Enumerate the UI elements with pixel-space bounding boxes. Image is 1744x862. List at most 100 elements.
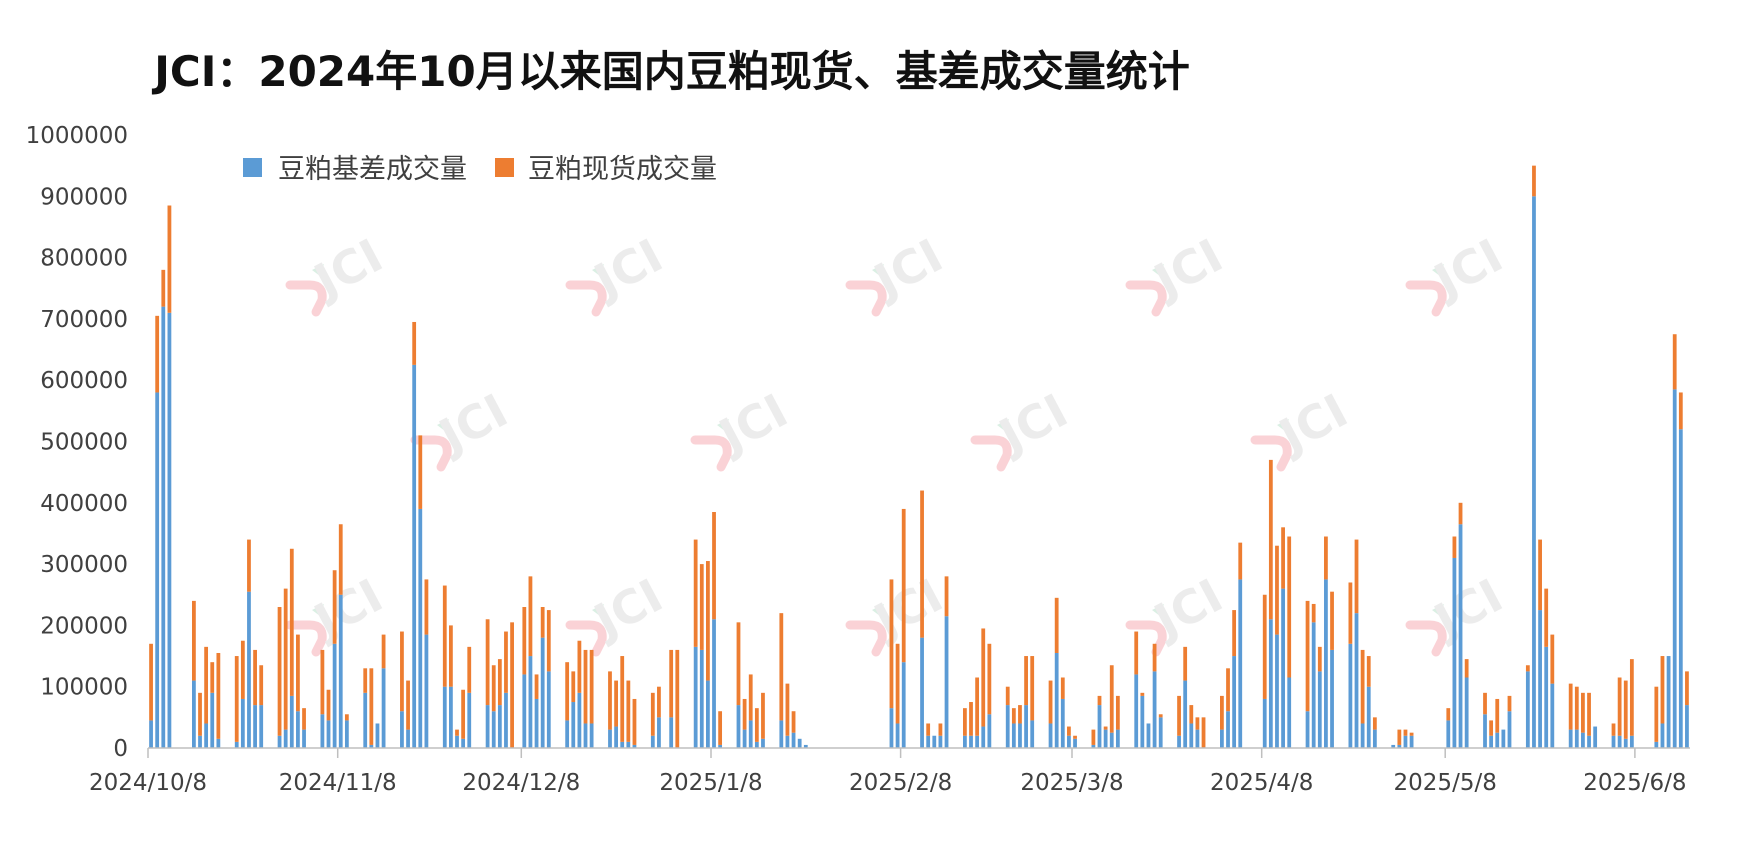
- bar-spot: [338, 524, 343, 595]
- bar-spot: [1152, 643, 1157, 672]
- bar-basis: [1232, 656, 1237, 748]
- bar-basis: [1311, 622, 1316, 748]
- bar-basis: [565, 720, 570, 748]
- watermark-logo-mark: [690, 435, 732, 472]
- watermark: JCI: [690, 383, 796, 472]
- bar-spot: [1305, 600, 1310, 712]
- bar-spot: [1629, 659, 1634, 736]
- bar-spot: [1183, 646, 1188, 681]
- bar-spot: [761, 692, 765, 739]
- bar-spot: [192, 600, 196, 681]
- watermark-logo-mark: [285, 620, 327, 657]
- bar-spot: [1067, 726, 1071, 736]
- bar-basis: [167, 312, 172, 748]
- legend-label-basis: 豆粕基差成交量: [278, 154, 467, 185]
- bar-basis: [363, 692, 368, 748]
- bar-spot: [510, 622, 514, 748]
- bar-basis: [1372, 729, 1377, 748]
- bar-spot: [1054, 597, 1059, 653]
- bar-spot: [1489, 720, 1494, 736]
- x-tick-label: 2025/3/8: [1020, 770, 1123, 796]
- bar-spot: [504, 631, 508, 693]
- bar-basis: [485, 705, 490, 748]
- bar-basis: [785, 735, 790, 748]
- bar-spot: [963, 708, 967, 736]
- bar-spot: [216, 652, 221, 739]
- bar-spot: [981, 628, 986, 727]
- bar-basis: [491, 711, 496, 748]
- bar-basis: [296, 711, 300, 748]
- bar-spot: [296, 634, 300, 712]
- bar-spot: [1220, 695, 1224, 730]
- bar-basis: [1324, 579, 1328, 748]
- bar-spot: [485, 619, 490, 706]
- bar-spot: [449, 625, 453, 687]
- bar-basis: [1005, 705, 1010, 748]
- watermark-logo-mark: [1125, 620, 1167, 657]
- bar-basis: [1391, 744, 1396, 748]
- bar-spot: [1354, 539, 1359, 614]
- chart-title: JCI：2024年10月以来国内豆粕现货、基差成交量统计: [154, 47, 1190, 96]
- bar-basis: [920, 637, 924, 748]
- bar-spot: [1158, 714, 1163, 718]
- watermark-logo-leaf: [717, 419, 729, 431]
- bar-basis: [1446, 720, 1451, 748]
- bar-basis: [344, 720, 349, 748]
- bar-spot: [1097, 695, 1102, 706]
- bar-spot: [161, 269, 166, 307]
- watermark-text: JCI: [583, 568, 671, 649]
- watermark-logo-leaf: [1432, 264, 1444, 276]
- bar-basis: [791, 732, 796, 748]
- y-tick-label: 800000: [40, 246, 128, 272]
- bar-spot: [247, 539, 251, 592]
- bar-basis: [657, 717, 661, 748]
- bar-basis: [1354, 613, 1359, 748]
- bar-spot: [1483, 692, 1487, 715]
- bar-spot: [534, 674, 539, 699]
- watermark-text: JCI: [1268, 383, 1356, 464]
- bar-spot: [1495, 698, 1500, 733]
- bar-basis: [779, 720, 784, 748]
- bar-spot: [1611, 723, 1616, 736]
- bar-basis: [277, 735, 282, 748]
- bar-spot: [210, 662, 215, 693]
- bar-basis: [1678, 429, 1683, 748]
- bar-basis: [1067, 735, 1071, 748]
- bar-spot: [577, 640, 582, 693]
- bar-basis: [504, 692, 508, 748]
- watermark: JCI: [845, 568, 951, 657]
- bar-basis: [1629, 735, 1634, 748]
- bar-basis: [589, 723, 594, 748]
- bar-spot: [240, 640, 245, 699]
- watermark: JCI: [845, 228, 951, 317]
- bar-basis: [418, 508, 423, 748]
- bar-basis: [1317, 671, 1322, 749]
- watermark-logo-mark: [845, 620, 887, 657]
- bar-basis: [901, 662, 906, 748]
- bar-spot: [1544, 588, 1549, 647]
- bar-basis: [1030, 720, 1035, 748]
- bar-basis: [338, 594, 343, 748]
- bar-basis: [1489, 735, 1494, 748]
- watermark-logo-leaf: [1152, 264, 1164, 276]
- bar-layer: [149, 165, 1689, 749]
- bar-basis: [1660, 723, 1665, 748]
- bar-spot: [1238, 542, 1243, 580]
- bar-spot: [455, 729, 459, 736]
- bar-spot: [1048, 680, 1053, 724]
- bar-basis: [626, 741, 631, 748]
- bar-basis: [467, 692, 472, 748]
- bar-spot: [589, 649, 594, 724]
- bar-basis: [1134, 674, 1139, 748]
- bar-basis: [632, 744, 637, 748]
- bar-basis: [1109, 732, 1114, 748]
- x-tick-label: 2025/1/8: [659, 770, 762, 796]
- bar-basis: [369, 744, 374, 748]
- bar-basis: [571, 702, 576, 748]
- bar-spot: [742, 698, 747, 730]
- bar-basis: [712, 619, 716, 748]
- watermark-logo-mark: [1125, 280, 1167, 317]
- bar-spot: [1532, 165, 1536, 197]
- bar-basis: [1672, 389, 1677, 748]
